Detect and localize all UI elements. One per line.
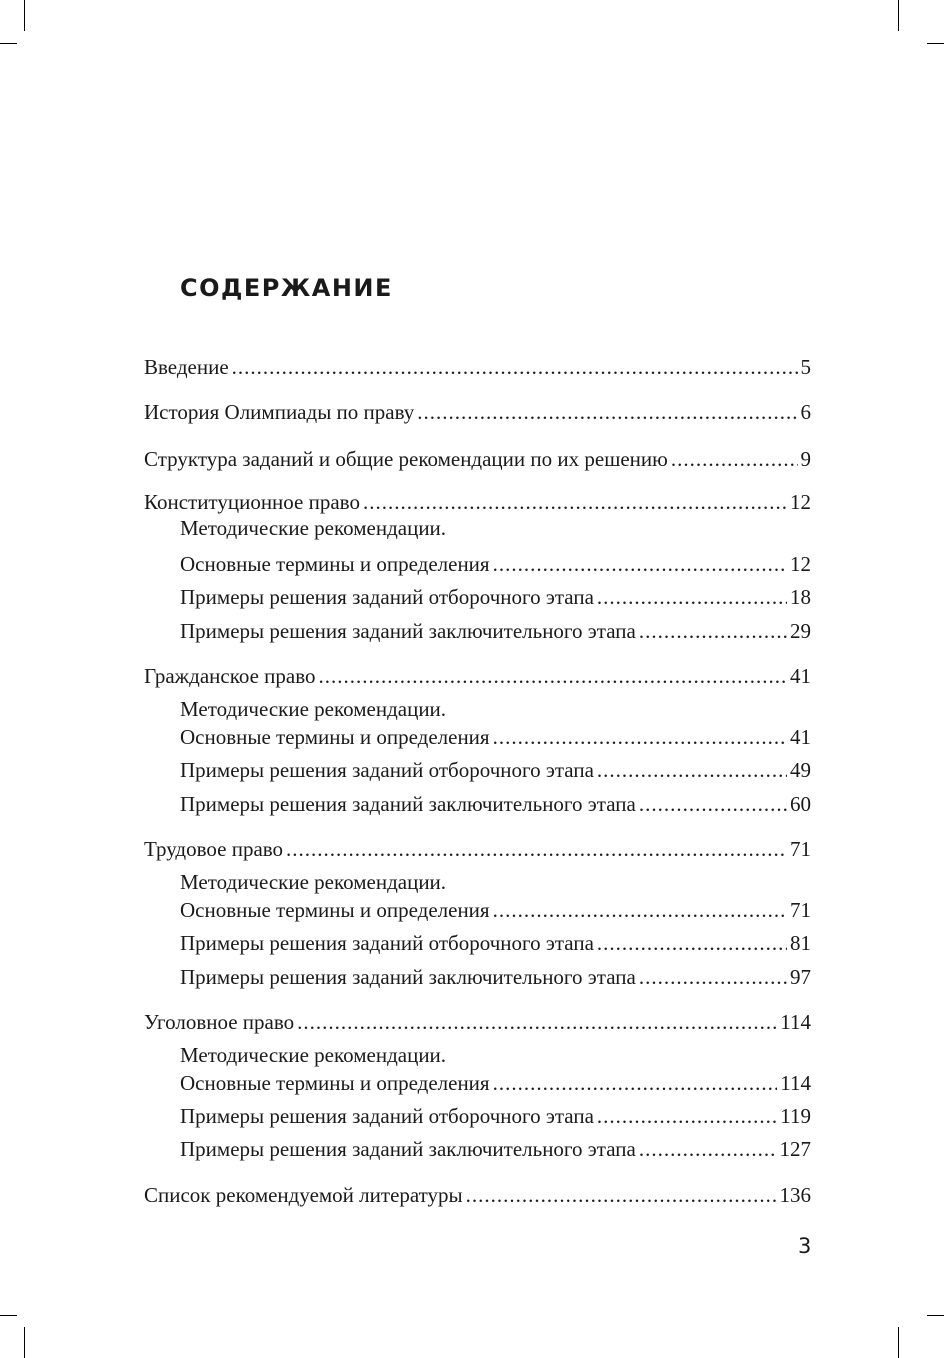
entry-title: Введение xyxy=(144,355,229,379)
dot-leader xyxy=(597,757,787,783)
dot-leader xyxy=(493,724,787,750)
dot-leader xyxy=(466,1182,777,1208)
dot-leader xyxy=(639,618,787,644)
toc-entry[interactable]: История Олимпиады по праву 6 xyxy=(144,399,811,425)
entry-page: 41 xyxy=(790,664,811,688)
dot-leader xyxy=(417,399,797,425)
page-number: 3 xyxy=(798,1234,812,1258)
dot-leader xyxy=(639,1136,777,1162)
toc-entry[interactable]: Трудовое право 71 xyxy=(144,836,811,862)
dot-leader xyxy=(297,1009,777,1035)
dot-leader xyxy=(639,964,787,990)
dot-leader xyxy=(671,446,798,472)
entry-page: 71 xyxy=(790,837,811,861)
entry-page: 71 xyxy=(790,898,811,922)
dot-leader xyxy=(493,897,787,923)
dot-leader xyxy=(232,354,798,380)
toc-subentry[interactable]: Примеры решения заданий отборочного этап… xyxy=(180,584,811,610)
toc-subentry-first-line: Методические рекомендации. xyxy=(180,697,447,721)
toc-entry[interactable]: Список рекомендуемой литературы 136 xyxy=(144,1182,811,1208)
toc-subentry[interactable]: Примеры решения заданий заключительного … xyxy=(180,791,811,817)
toc-subentry[interactable]: Основные термины и определения 71 xyxy=(180,897,811,923)
toc-subentry[interactable]: Основные термины и определения 12 xyxy=(180,551,811,577)
crop-mark xyxy=(898,1327,899,1358)
toc-entry[interactable]: Введение 5 xyxy=(144,354,811,380)
entry-page: 6 xyxy=(800,400,812,424)
entry-title: Гражданское право xyxy=(144,664,316,688)
toc-subentry[interactable]: Примеры решения заданий заключительного … xyxy=(180,964,811,990)
entry-page: 5 xyxy=(800,355,812,379)
entry-title: Примеры решения заданий отборочного этап… xyxy=(180,931,594,955)
crop-mark xyxy=(927,1315,944,1316)
entry-page: 119 xyxy=(780,1104,811,1128)
dot-leader xyxy=(597,584,787,610)
entry-page: 136 xyxy=(779,1183,812,1207)
dot-leader xyxy=(639,791,787,817)
entry-title: Примеры решения заданий отборочного этап… xyxy=(180,585,594,609)
toc-subentry-first-line: Методические рекомендации. xyxy=(180,516,447,540)
toc-subentry[interactable]: Примеры решения заданий отборочного этап… xyxy=(180,757,811,783)
toc-subentry-first-line: Методические рекомендации. xyxy=(180,870,447,894)
dot-leader xyxy=(597,1103,777,1129)
dot-leader xyxy=(493,1070,778,1096)
dot-leader xyxy=(286,836,787,862)
entry-title: Основные термины и определения xyxy=(180,725,490,749)
toc-entry[interactable]: Конституционное право 12 xyxy=(144,489,811,515)
page-title: СОДЕРЖАНИЕ xyxy=(180,274,393,302)
crop-mark xyxy=(24,0,25,31)
toc-subentry[interactable]: Основные термины и определения 114 xyxy=(180,1070,811,1096)
entry-title: Примеры решения заданий отборочного этап… xyxy=(180,1104,594,1128)
toc-subentry[interactable]: Примеры решения заданий заключительного … xyxy=(180,618,811,644)
entry-page: 49 xyxy=(790,758,811,782)
entry-page: 18 xyxy=(790,585,811,609)
entry-title: Примеры решения заданий заключительного … xyxy=(180,1137,636,1161)
entry-title: Основные термины и определения xyxy=(180,1071,490,1095)
entry-title: Конституционное право xyxy=(144,490,360,514)
crop-mark xyxy=(0,43,17,44)
toc-subentry[interactable]: Основные термины и определения 41 xyxy=(180,724,811,750)
entry-title: Уголовное право xyxy=(144,1010,295,1034)
entry-title: Примеры решения заданий заключительного … xyxy=(180,792,636,816)
entry-page: 114 xyxy=(780,1071,811,1095)
toc-entry[interactable]: Уголовное право 114 xyxy=(144,1009,811,1035)
entry-page: 41 xyxy=(790,725,811,749)
entry-page: 60 xyxy=(790,792,811,816)
entry-page: 9 xyxy=(800,447,812,471)
dot-leader xyxy=(597,930,787,956)
dot-leader xyxy=(493,551,787,577)
entry-title: Примеры решения заданий отборочного этап… xyxy=(180,758,594,782)
entry-title: Список рекомендуемой литературы xyxy=(144,1183,463,1207)
dot-leader xyxy=(319,663,787,689)
toc-subentry[interactable]: Примеры решения заданий отборочного этап… xyxy=(180,1103,811,1129)
entry-page: 114 xyxy=(780,1010,811,1034)
entry-page: 12 xyxy=(790,490,811,514)
entry-title: История Олимпиады по праву xyxy=(144,400,415,424)
entry-title: Основные термины и определения xyxy=(180,898,490,922)
entry-title: Структура заданий и общие рекомендации п… xyxy=(144,447,668,471)
entry-title: Примеры решения заданий заключительного … xyxy=(180,619,636,643)
crop-mark xyxy=(0,1315,17,1316)
entry-title: Трудовое право xyxy=(144,837,284,861)
toc-subentry[interactable]: Примеры решения заданий отборочного этап… xyxy=(180,930,811,956)
entry-page: 12 xyxy=(790,552,811,576)
toc-entry[interactable]: Гражданское право 41 xyxy=(144,663,811,689)
toc-entry[interactable]: Структура заданий и общие рекомендации п… xyxy=(144,446,811,472)
crop-mark xyxy=(24,1327,25,1358)
entry-title: Основные термины и определения xyxy=(180,552,490,576)
entry-title: Примеры решения заданий заключительного … xyxy=(180,965,636,989)
entry-page: 97 xyxy=(790,965,811,989)
entry-page: 81 xyxy=(790,931,811,955)
crop-mark xyxy=(927,43,944,44)
toc-subentry-first-line: Методические рекомендации. xyxy=(180,1043,447,1067)
toc-subentry[interactable]: Примеры решения заданий заключительного … xyxy=(180,1136,811,1162)
dot-leader xyxy=(363,489,787,515)
crop-mark xyxy=(898,0,899,31)
entry-page: 29 xyxy=(790,619,811,643)
entry-page: 127 xyxy=(779,1137,812,1161)
